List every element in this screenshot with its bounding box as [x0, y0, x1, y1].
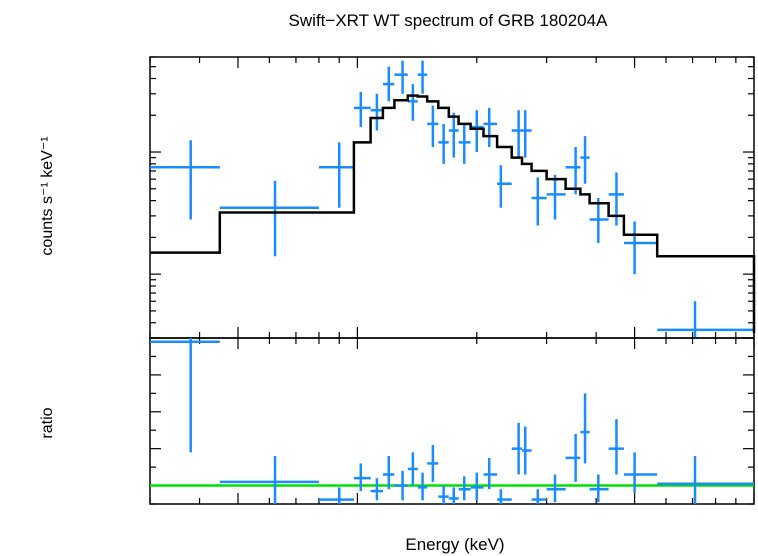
- data-point: [394, 470, 408, 501]
- data-point: [470, 472, 484, 501]
- data-point: [407, 84, 418, 121]
- data-point: [623, 452, 658, 493]
- data-point: [580, 393, 590, 464]
- data-point: [219, 180, 319, 257]
- data-point: [417, 60, 428, 94]
- plot-frame: [149, 56, 755, 339]
- top-y-axis-label: counts s⁻¹ keV⁻¹: [39, 136, 56, 255]
- data-point: [458, 476, 471, 501]
- data-point: [546, 174, 566, 220]
- data-point: [483, 457, 498, 490]
- data-point: [407, 452, 418, 486]
- data-point: [589, 474, 609, 503]
- data-point: [531, 489, 547, 504]
- bottom-y-axis-label: ratio: [39, 407, 56, 438]
- data-point: [511, 110, 522, 158]
- data-point: [150, 140, 220, 220]
- data-point: [458, 123, 471, 164]
- data-point: [608, 419, 624, 475]
- data-point: [623, 221, 658, 275]
- data-point: [565, 433, 581, 482]
- data-point: [394, 60, 408, 94]
- plot-frame: [149, 337, 755, 505]
- data-point: [531, 177, 547, 226]
- data-point: [150, 338, 220, 453]
- data-point: [427, 105, 439, 147]
- data-point: [370, 478, 383, 501]
- data-point: [370, 93, 383, 131]
- data-point: [438, 123, 449, 164]
- data-point: [483, 107, 498, 147]
- data-point: [448, 487, 459, 504]
- chart-title: Swift−XRT WT spectrum of GRB 180204A: [289, 11, 609, 30]
- data-point: [382, 456, 395, 490]
- data-point: [417, 472, 428, 501]
- data-point: [657, 456, 754, 504]
- data-point: [521, 110, 532, 158]
- data-point: [353, 463, 371, 492]
- data-point: [382, 66, 395, 102]
- ratio-panel: [149, 337, 755, 505]
- data-point: [318, 487, 354, 504]
- x-axis-label: Energy (keV): [405, 535, 504, 554]
- data-point: [219, 456, 319, 504]
- data-point: [353, 92, 371, 128]
- data-point: [470, 110, 484, 153]
- model-step-line: [150, 94, 756, 333]
- data-point: [608, 172, 624, 226]
- data-point: [657, 301, 754, 338]
- data-point: [580, 136, 590, 184]
- data-point: [589, 198, 609, 243]
- data-point: [427, 444, 439, 482]
- data-point: [511, 422, 522, 475]
- spectrum-panel: [149, 56, 756, 339]
- data-point: [546, 474, 566, 503]
- data-point: [521, 426, 532, 475]
- data-point: [565, 146, 581, 195]
- data-point: [448, 112, 459, 158]
- data-point: [497, 489, 512, 504]
- data-point: [318, 142, 354, 208]
- data-point: [438, 485, 449, 504]
- data-point: [497, 165, 512, 208]
